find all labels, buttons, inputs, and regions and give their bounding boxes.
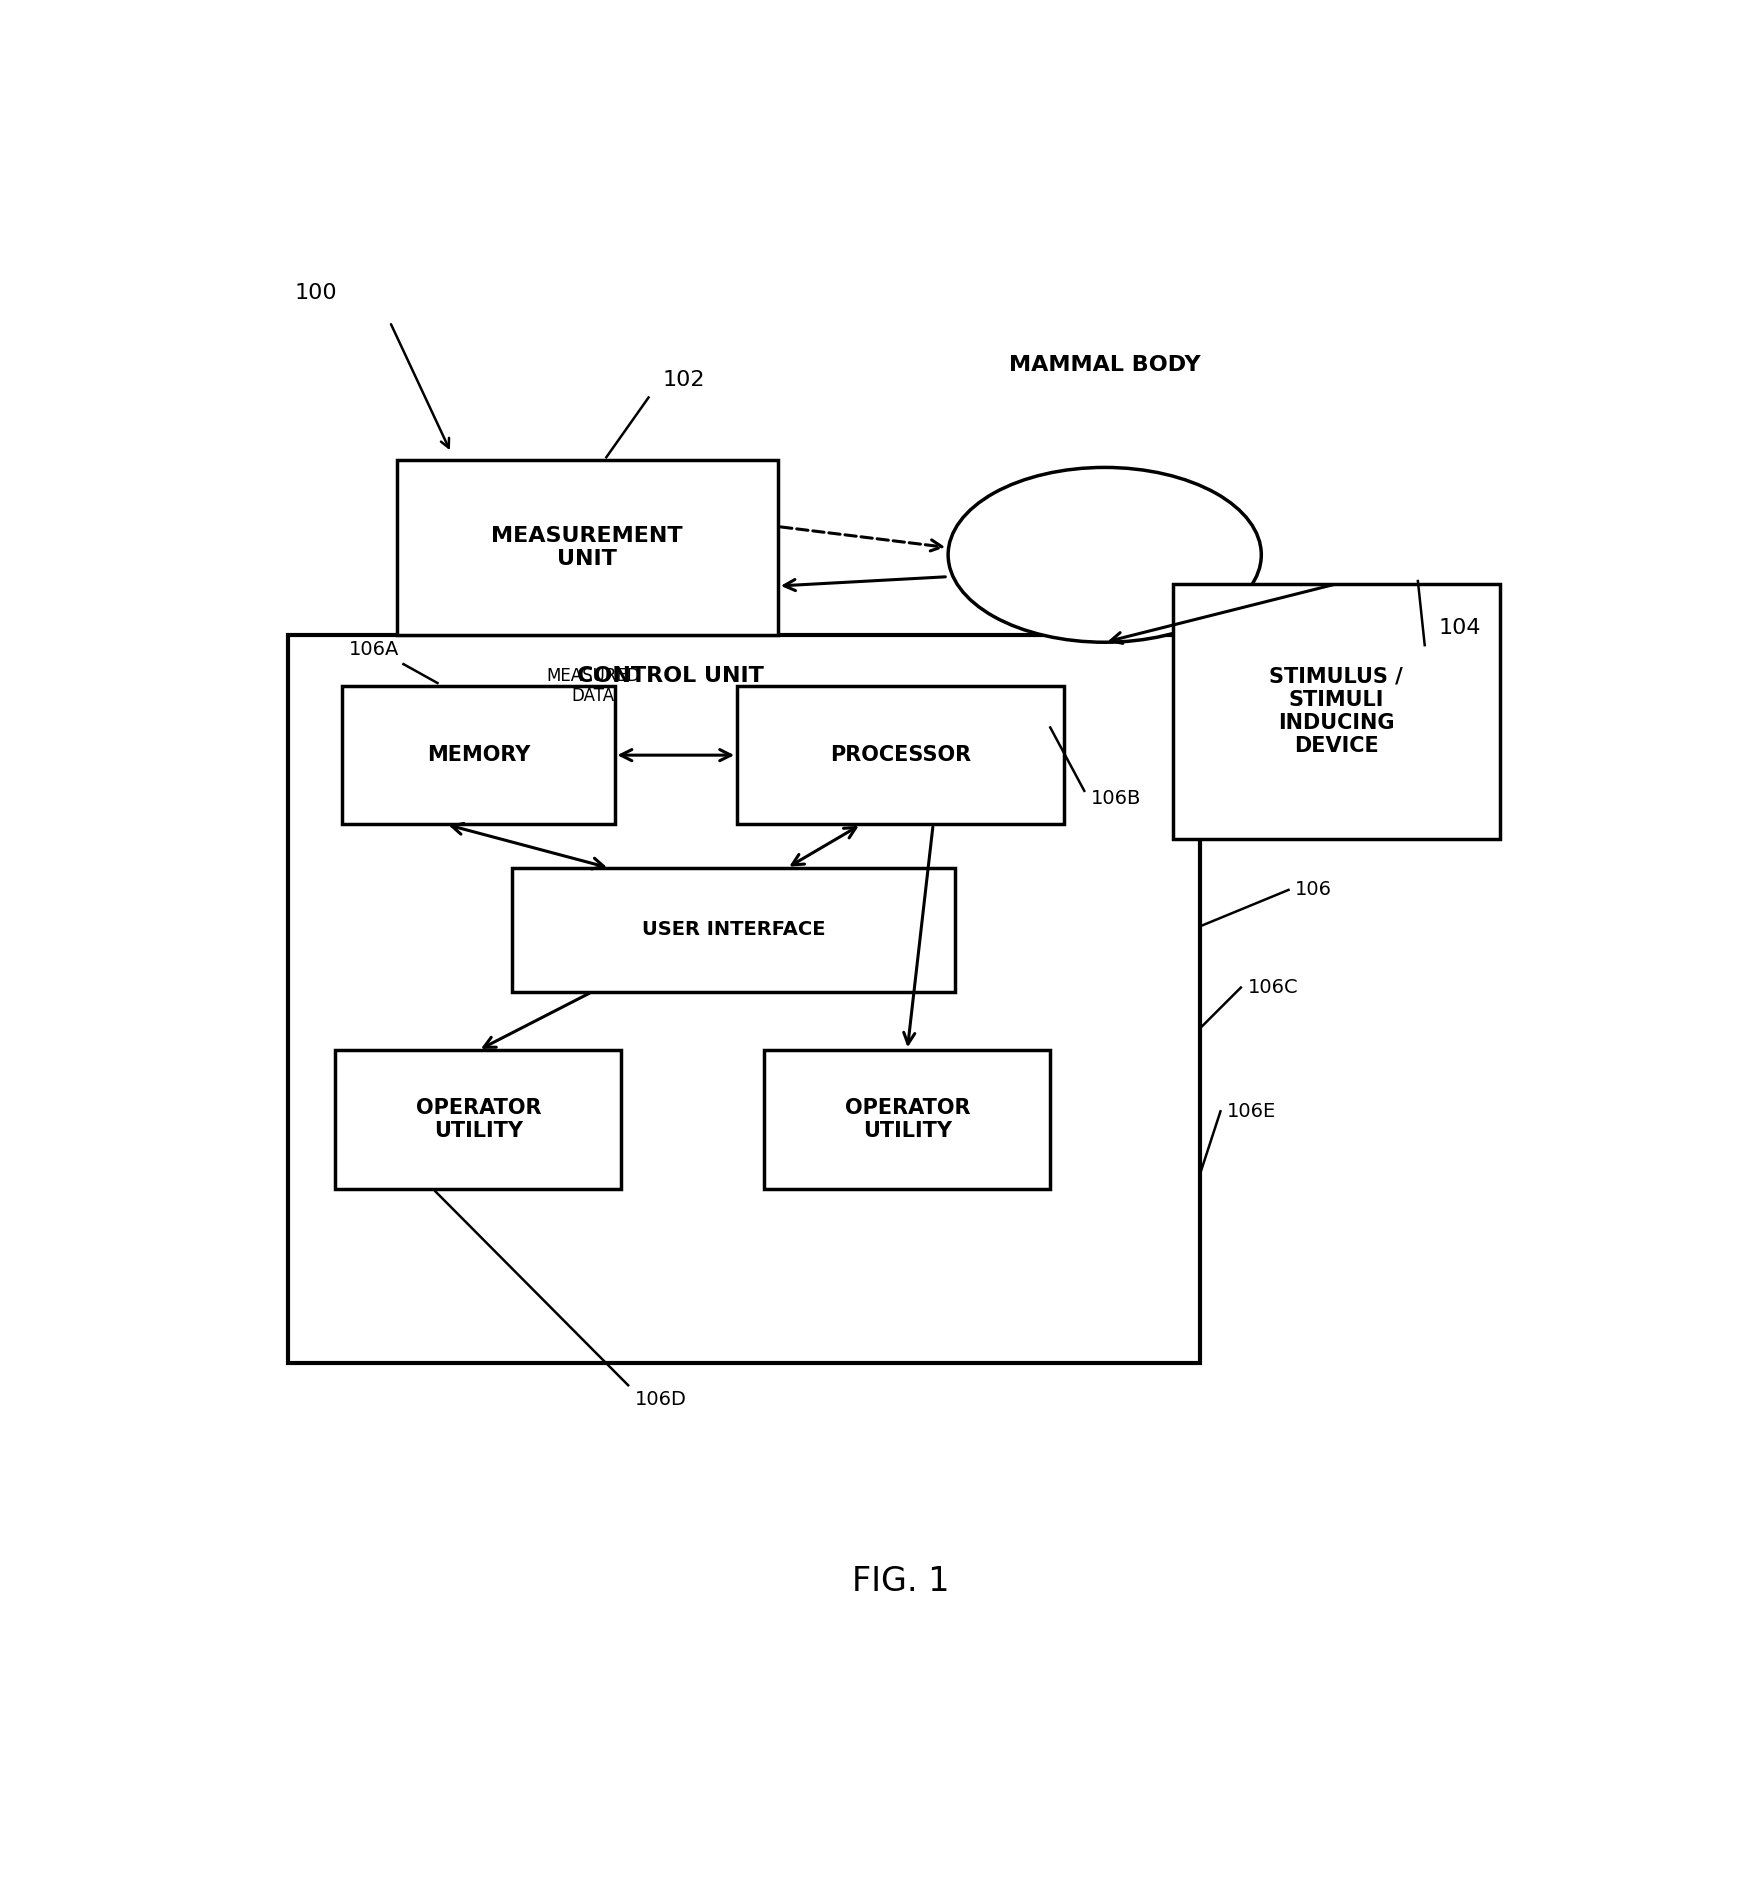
Text: 106B: 106B	[1091, 789, 1142, 808]
Bar	[288, 636, 1200, 1364]
Text: 100: 100	[295, 282, 337, 303]
Bar	[397, 460, 778, 636]
Ellipse shape	[949, 467, 1262, 641]
Text: PROCESSOR: PROCESSOR	[829, 745, 972, 764]
Text: USER INTERFACE: USER INTERFACE	[641, 921, 826, 940]
FancyArrowPatch shape	[1110, 585, 1334, 643]
Text: 102: 102	[662, 371, 705, 390]
Text: 106: 106	[1295, 880, 1332, 899]
Text: 106E: 106E	[1226, 1101, 1277, 1120]
Text: 106C: 106C	[1247, 978, 1298, 997]
Text: MAMMAL BODY: MAMMAL BODY	[1009, 356, 1200, 375]
Text: FIG. 1: FIG. 1	[852, 1565, 949, 1599]
FancyArrowPatch shape	[483, 993, 590, 1048]
Text: MEASURED
DATA: MEASURED DATA	[546, 666, 640, 706]
FancyArrowPatch shape	[784, 577, 945, 590]
Text: OPERATOR
UTILITY: OPERATOR UTILITY	[416, 1097, 541, 1141]
FancyArrowPatch shape	[792, 827, 856, 865]
Text: OPERATOR
UTILITY: OPERATOR UTILITY	[845, 1097, 970, 1141]
Text: MEASUREMENT
UNIT: MEASUREMENT UNIT	[492, 526, 683, 569]
FancyArrowPatch shape	[452, 823, 604, 868]
Bar	[738, 687, 1065, 825]
Text: STIMULUS /
STIMULI
INDUCING
DEVICE: STIMULUS / STIMULI INDUCING DEVICE	[1269, 666, 1404, 757]
FancyArrowPatch shape	[392, 324, 450, 448]
Text: 106D: 106D	[634, 1391, 687, 1410]
Bar	[343, 687, 615, 825]
Bar	[1174, 585, 1499, 838]
Text: 104: 104	[1439, 617, 1481, 638]
Bar	[513, 868, 956, 991]
FancyArrowPatch shape	[780, 526, 942, 551]
Text: MEMORY: MEMORY	[427, 745, 531, 764]
Text: 106A: 106A	[350, 639, 399, 658]
Bar	[764, 1050, 1051, 1188]
FancyArrowPatch shape	[620, 749, 731, 761]
FancyArrowPatch shape	[903, 827, 933, 1044]
Bar	[336, 1050, 622, 1188]
Text: CONTROL UNIT: CONTROL UNIT	[578, 666, 764, 685]
